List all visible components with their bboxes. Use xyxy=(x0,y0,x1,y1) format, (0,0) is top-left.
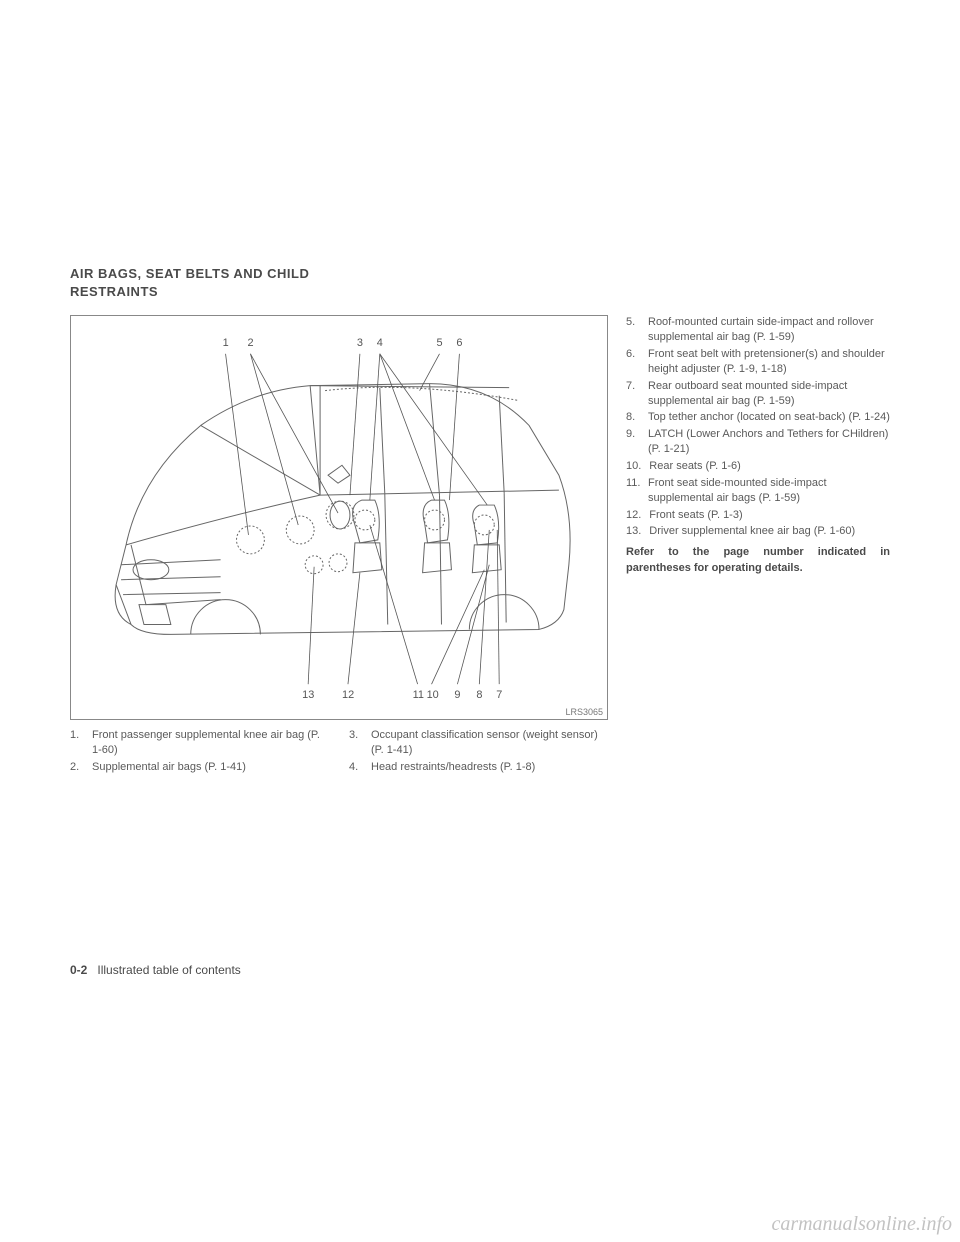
refer-note: Refer to the page number indicated in pa… xyxy=(626,545,890,576)
legend-item-number: 12. xyxy=(626,508,641,523)
section-title: AIR BAGS, SEAT BELTS AND CHILD RESTRAINT… xyxy=(70,265,890,301)
legend-item-number: 13. xyxy=(626,524,641,539)
svg-text:1: 1 xyxy=(223,337,229,349)
legend-item: 2. Supplemental air bags (P. 1-41) xyxy=(70,760,329,775)
left-column: 1 2 3 4 5 6 13 12 11 10 9 8 xyxy=(70,315,608,777)
svg-text:2: 2 xyxy=(247,337,253,349)
legend-item-number: 10. xyxy=(626,459,641,474)
svg-text:7: 7 xyxy=(496,689,502,701)
svg-text:9: 9 xyxy=(454,689,460,701)
page-number: 0-2 xyxy=(70,963,87,977)
svg-text:5: 5 xyxy=(437,337,443,349)
callout-bottom-labels: 13 12 11 10 9 8 7 xyxy=(302,689,502,701)
svg-text:11: 11 xyxy=(413,689,424,701)
svg-text:8: 8 xyxy=(476,689,482,701)
legend-item-number: 9. xyxy=(626,427,640,457)
columns: 1 2 3 4 5 6 13 12 11 10 9 8 xyxy=(70,315,890,777)
legend-item-text: Head restraints/headrests (P. 1-8) xyxy=(371,760,535,775)
legend-item-number: 3. xyxy=(349,728,363,758)
legend-item: 5. Roof-mounted curtain side-impact and r… xyxy=(626,315,890,345)
legend-item: 6. Front seat belt with pretensioner(s) a… xyxy=(626,347,890,377)
car-diagram: 1 2 3 4 5 6 13 12 11 10 9 8 xyxy=(71,316,607,719)
legend-item-number: 4. xyxy=(349,760,363,775)
legend-col-2: 3. Occupant classification sensor (weight… xyxy=(349,728,608,777)
legend-item-text: Rear outboard seat mounted side-impact s… xyxy=(648,379,890,409)
watermark: carmanualsonline.info xyxy=(771,1213,952,1236)
legend-item-text: Front passenger supplemental knee air ba… xyxy=(92,728,329,758)
legend-item-number: 11. xyxy=(626,476,640,506)
legend-item-number: 6. xyxy=(626,347,640,377)
legend-item: 9. LATCH (Lower Anchors and Tethers for C… xyxy=(626,427,890,457)
legend-item: 8. Top tether anchor (located on seat-bac… xyxy=(626,410,890,425)
callout-top-labels: 1 2 3 4 5 6 xyxy=(223,337,463,349)
legend-item-text: Supplemental air bags (P. 1-41) xyxy=(92,760,246,775)
page-footer: 0-2 Illustrated table of contents xyxy=(70,963,241,977)
legend-item-number: 8. xyxy=(626,410,640,425)
title-line1: AIR BAGS, SEAT BELTS AND CHILD xyxy=(70,266,309,281)
legend-item: 4. Head restraints/headrests (P. 1-8) xyxy=(349,760,608,775)
legend-item: 13. Driver supplemental knee air bag (P. … xyxy=(626,524,890,539)
legend-item-text: Top tether anchor (located on seat-back)… xyxy=(648,410,890,425)
page-label: Illustrated table of contents xyxy=(97,963,240,977)
legend-item-text: Occupant classification sensor (weight s… xyxy=(371,728,608,758)
legend-item-text: Front seat side-mounted side-impact supp… xyxy=(648,476,890,506)
svg-text:10: 10 xyxy=(427,689,439,701)
svg-text:12: 12 xyxy=(342,689,354,701)
page-content: AIR BAGS, SEAT BELTS AND CHILD RESTRAINT… xyxy=(70,265,890,777)
legend-item-text: Rear seats (P. 1-6) xyxy=(649,459,741,474)
legend-item: 1. Front passenger supplemental knee air … xyxy=(70,728,329,758)
legend-item-text: Roof-mounted curtain side-impact and rol… xyxy=(648,315,890,345)
legend-item-number: 7. xyxy=(626,379,640,409)
svg-text:13: 13 xyxy=(302,689,314,701)
legend-item-number: 5. xyxy=(626,315,640,345)
figure-code: LRS3065 xyxy=(565,707,603,717)
title-line2: RESTRAINTS xyxy=(70,284,158,299)
legend-item-number: 2. xyxy=(70,760,84,775)
svg-text:3: 3 xyxy=(357,337,363,349)
legend-col-1: 1. Front passenger supplemental knee air … xyxy=(70,728,329,777)
legend-item: 11. Front seat side-mounted side-impact s… xyxy=(626,476,890,506)
legend-below-figure: 1. Front passenger supplemental knee air … xyxy=(70,728,608,777)
right-column: 5. Roof-mounted curtain side-impact and r… xyxy=(626,315,890,777)
figure-box: 1 2 3 4 5 6 13 12 11 10 9 8 xyxy=(70,315,608,720)
svg-text:4: 4 xyxy=(377,337,383,349)
legend-right: 5. Roof-mounted curtain side-impact and r… xyxy=(626,315,890,539)
legend-item-number: 1. xyxy=(70,728,84,758)
legend-item: 10. Rear seats (P. 1-6) xyxy=(626,459,890,474)
legend-item: 3. Occupant classification sensor (weight… xyxy=(349,728,608,758)
legend-item: 7. Rear outboard seat mounted side-impact… xyxy=(626,379,890,409)
legend-item-text: LATCH (Lower Anchors and Tethers for CHi… xyxy=(648,427,890,457)
legend-item-text: Front seats (P. 1-3) xyxy=(649,508,742,523)
legend-item: 12. Front seats (P. 1-3) xyxy=(626,508,890,523)
legend-item-text: Front seat belt with pretensioner(s) and… xyxy=(648,347,890,377)
svg-text:6: 6 xyxy=(456,337,462,349)
legend-item-text: Driver supplemental knee air bag (P. 1-6… xyxy=(649,524,855,539)
